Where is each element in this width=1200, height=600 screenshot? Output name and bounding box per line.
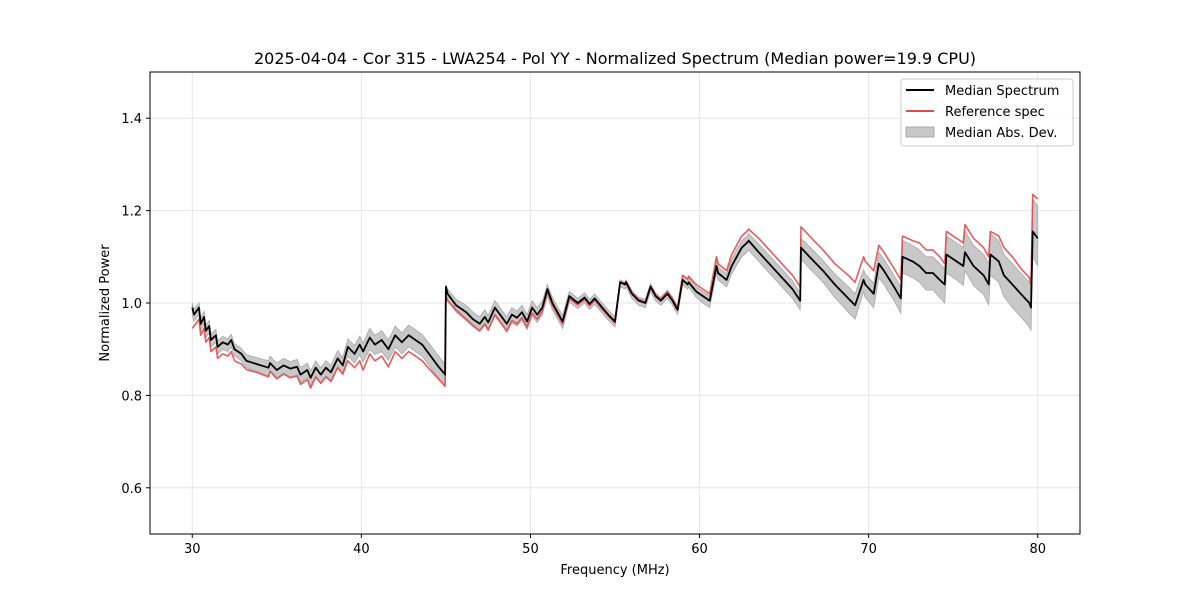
y-tick-label: 1.4 [121, 112, 142, 127]
legend-label-median: Median Spectrum [945, 84, 1059, 99]
legend-label-mad: Median Abs. Dev. [945, 126, 1057, 141]
x-tick-label: 80 [1029, 542, 1046, 557]
y-axis-ticks: 0.6 0.8 1.0 1.2 1.4 [121, 112, 150, 497]
y-axis-label: Normalized Power [98, 244, 113, 362]
y-tick-label: 0.6 [121, 482, 142, 497]
x-tick-label: 50 [522, 542, 539, 557]
x-axis-label: Frequency (MHz) [560, 563, 669, 578]
x-tick-label: 60 [691, 542, 708, 557]
x-tick-label: 40 [353, 542, 370, 557]
x-tick-label: 70 [860, 542, 877, 557]
y-tick-label: 0.8 [121, 389, 142, 404]
x-axis-ticks: 30 40 50 60 70 80 [184, 534, 1046, 557]
series-lines-layer [191, 193, 1039, 389]
y-tick-label: 1.0 [121, 297, 142, 312]
x-tick-label: 30 [184, 542, 201, 557]
legend-box [900, 78, 1074, 147]
chart-title: 2025-04-04 - Cor 315 - LWA254 - Pol YY -… [254, 49, 976, 68]
legend-label-reference: Reference spec [945, 105, 1045, 120]
median-spectrum-line [191, 230, 1039, 379]
legend: Median Spectrum Reference spec Median Ab… [900, 78, 1074, 147]
legend-swatch-mad [905, 126, 935, 138]
y-tick-label: 1.2 [121, 205, 142, 220]
reference-spectrum-line [191, 193, 1039, 389]
